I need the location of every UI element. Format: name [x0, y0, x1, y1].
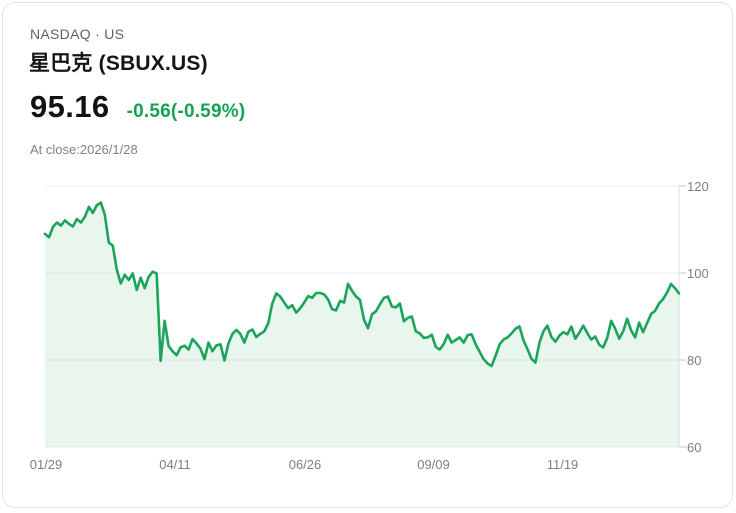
y-axis-tick-label: 60 [687, 439, 702, 455]
x-axis-tick-label: 09/09 [417, 457, 450, 472]
stock-name-title: 星巴克 (SBUX.US) [29, 52, 208, 75]
last-price: 95.16 [30, 89, 110, 124]
y-axis-tick-label: 120 [687, 178, 709, 194]
price-chart[interactable]: 120 100 80 60 01/29 04/11 06/26 09/09 11/19 [3, 173, 733, 483]
x-axis-tick-label: 04/11 [159, 457, 191, 472]
price-change: -0.56(-0.59%) [126, 101, 246, 122]
x-axis-tick-label: 11/19 [546, 457, 579, 472]
exchange-market-label: NASDAQ · US [30, 26, 125, 42]
quote-row: 95.16 -0.56(-0.59%) [30, 89, 245, 125]
x-axis-tick-label: 06/26 [288, 457, 322, 472]
as-of-close-label: At close:2026/1/28 [30, 142, 138, 157]
y-axis-tick-label: 80 [687, 352, 702, 368]
stock-quote-card: NASDAQ · US 星巴克 (SBUX.US) 95.16 -0.56(-0… [2, 2, 733, 508]
x-axis-tick-label: 01/29 [29, 457, 63, 472]
price-line-chart-canvas[interactable] [3, 173, 733, 483]
y-axis-tick-label: 100 [687, 265, 709, 281]
